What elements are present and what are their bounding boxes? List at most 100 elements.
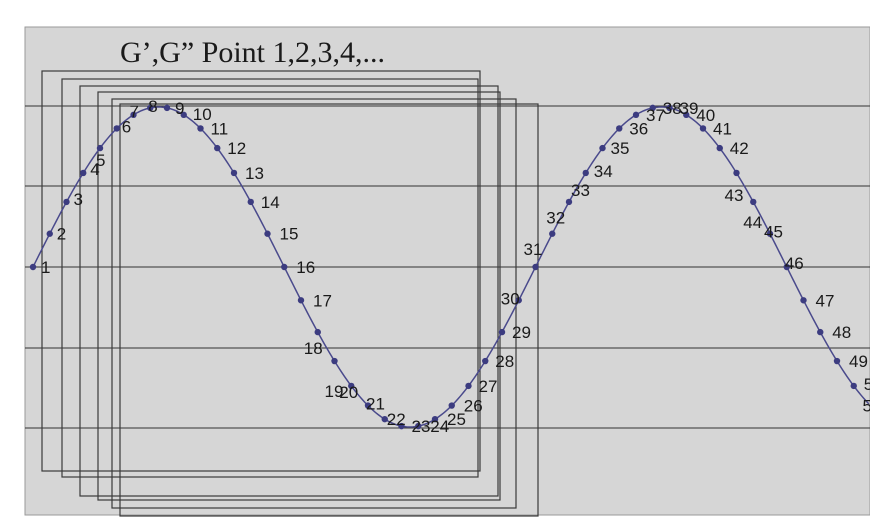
point-label-43: 43 xyxy=(725,186,744,205)
point-label-27: 27 xyxy=(479,377,498,396)
point-label-30: 30 xyxy=(501,289,520,308)
point-marker-22 xyxy=(381,415,388,423)
point-label-25: 25 xyxy=(447,410,466,429)
overlapping-window-boxes xyxy=(41,70,539,517)
point-label-48: 48 xyxy=(832,323,851,342)
window-box-2 xyxy=(61,78,479,478)
point-label-11: 11 xyxy=(211,119,229,138)
point-marker-27 xyxy=(465,382,472,390)
point-marker-31 xyxy=(532,263,539,271)
point-marker-3 xyxy=(63,198,70,206)
point-label-14: 14 xyxy=(261,193,280,212)
point-marker-33 xyxy=(565,198,573,206)
point-marker-46 xyxy=(783,263,790,271)
point-marker-34 xyxy=(582,169,589,177)
point-label-31: 31 xyxy=(524,240,543,259)
point-label-9: 9 xyxy=(175,99,184,118)
point-marker-19 xyxy=(331,357,338,365)
point-marker-16 xyxy=(281,263,288,271)
point-marker-23 xyxy=(398,422,405,430)
point-marker-32 xyxy=(549,230,556,237)
point-marker-15 xyxy=(264,230,271,237)
point-marker-17 xyxy=(297,297,305,304)
point-marker-12 xyxy=(214,144,221,152)
point-marker-38 xyxy=(649,104,656,112)
point-marker-8 xyxy=(147,104,154,112)
point-label-5: 5 xyxy=(96,151,105,170)
point-label-34: 34 xyxy=(594,162,613,181)
point-marker-11 xyxy=(197,125,204,132)
point-label-42: 42 xyxy=(730,139,749,158)
point-marker-42 xyxy=(716,144,723,152)
point-label-47: 47 xyxy=(816,291,835,310)
point-marker-30 xyxy=(515,297,522,304)
point-marker-24 xyxy=(415,422,422,430)
point-marker-10 xyxy=(180,111,187,119)
point-label-12: 12 xyxy=(227,139,246,158)
point-marker-49 xyxy=(833,357,841,365)
point-label-46: 46 xyxy=(785,254,804,273)
point-label-39: 39 xyxy=(680,99,699,118)
point-label-40: 40 xyxy=(696,106,715,125)
point-label-22: 22 xyxy=(387,410,406,429)
point-label-44: 44 xyxy=(743,213,762,232)
point-label-32: 32 xyxy=(546,209,565,228)
point-label-21: 21 xyxy=(366,395,385,414)
point-marker-47 xyxy=(800,297,807,304)
point-label-28: 28 xyxy=(495,352,514,371)
point-label-24: 24 xyxy=(430,417,449,436)
point-marker-37 xyxy=(632,111,640,119)
point-label-26: 26 xyxy=(464,397,483,416)
point-marker-7 xyxy=(130,111,137,119)
point-label-4: 4 xyxy=(90,160,99,179)
point-label-15: 15 xyxy=(280,225,299,244)
point-label-38: 38 xyxy=(663,99,682,118)
point-label-17: 17 xyxy=(313,291,332,310)
point-marker-45 xyxy=(766,230,774,237)
window-box-3 xyxy=(79,85,499,497)
point-markers xyxy=(29,104,857,430)
point-label-45: 45 xyxy=(764,223,783,242)
point-label-3: 3 xyxy=(74,190,83,209)
point-marker-1 xyxy=(29,263,37,271)
point-label-49: 49 xyxy=(849,352,868,371)
point-marker-41 xyxy=(699,125,707,132)
point-marker-4 xyxy=(80,169,87,177)
window-box-5 xyxy=(111,98,517,509)
point-marker-43 xyxy=(733,169,740,177)
point-marker-20 xyxy=(348,382,355,390)
point-marker-6 xyxy=(113,125,120,132)
point-label-35: 35 xyxy=(611,139,630,158)
point-marker-18 xyxy=(314,328,321,336)
point-marker-36 xyxy=(616,125,623,132)
point-label-10: 10 xyxy=(193,105,212,124)
window-box-1 xyxy=(41,70,481,472)
point-label-16: 16 xyxy=(296,258,315,277)
point-label-13: 13 xyxy=(245,164,264,183)
point-label-41: 41 xyxy=(713,119,732,138)
point-label-20: 20 xyxy=(339,383,358,402)
point-label-33: 33 xyxy=(571,181,590,200)
point-label-2: 2 xyxy=(57,225,66,244)
point-marker-29 xyxy=(498,328,506,336)
point-marker-26 xyxy=(448,402,455,409)
point-marker-13 xyxy=(230,169,238,177)
point-marker-14 xyxy=(247,198,254,206)
point-label-50: 50 xyxy=(864,375,870,394)
point-marker-2 xyxy=(46,230,53,237)
point-marker-44 xyxy=(750,198,757,206)
point-marker-28 xyxy=(482,357,489,365)
window-box-4 xyxy=(97,91,501,501)
point-label-29: 29 xyxy=(512,323,531,342)
point-label-7: 7 xyxy=(130,102,139,121)
point-label-51: 5 xyxy=(863,397,870,416)
point-marker-39 xyxy=(666,104,673,112)
point-marker-25 xyxy=(431,415,439,423)
point-label-1: 1 xyxy=(41,258,50,277)
point-label-36: 36 xyxy=(629,119,648,138)
point-label-19: 19 xyxy=(325,382,344,401)
point-marker-9 xyxy=(163,104,171,112)
point-marker-21 xyxy=(364,402,372,409)
point-marker-50 xyxy=(850,382,857,390)
